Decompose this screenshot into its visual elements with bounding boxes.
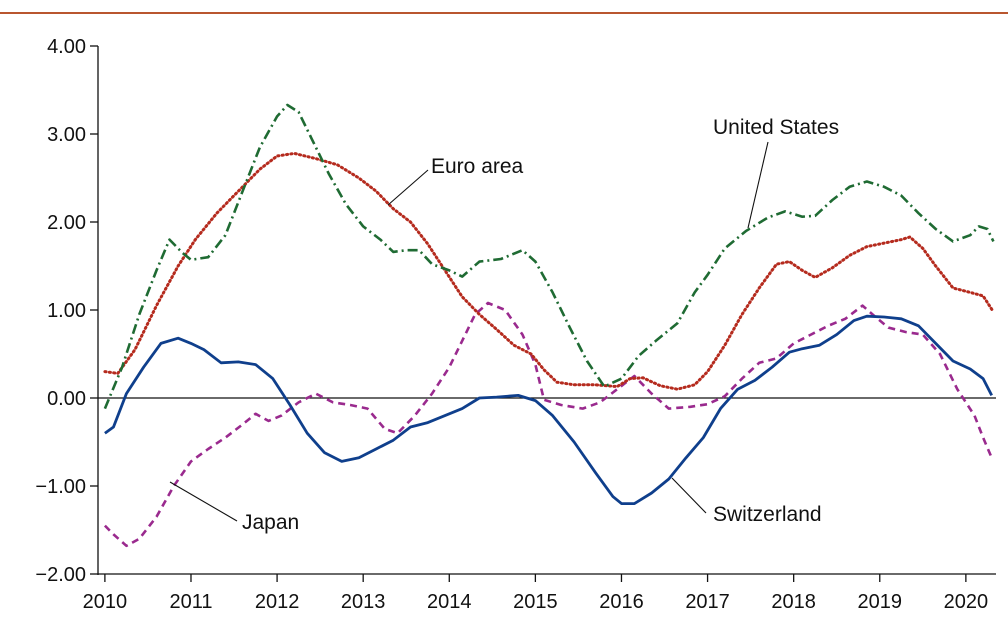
x-tick-label: 2013 <box>341 591 386 613</box>
y-tick-label: 4.00 <box>47 36 86 58</box>
x-tick-label: 2019 <box>858 591 903 613</box>
series-label-united-states: United States <box>713 116 839 139</box>
leader-line-japan <box>169 481 238 522</box>
series-label-japan: Japan <box>242 511 299 534</box>
x-tick-label: 2011 <box>169 591 212 613</box>
leader-line-united-states <box>747 141 769 229</box>
y-tick-label: −2.00 <box>35 564 86 586</box>
y-tick-label: 0.00 <box>47 388 86 410</box>
x-tick-label: 2018 <box>771 591 816 613</box>
x-tick-label: 2016 <box>599 591 644 613</box>
series-line-japan <box>103 301 993 548</box>
series-lines <box>103 103 995 548</box>
x-tick-label: 2015 <box>513 591 558 613</box>
series-line-switzerland <box>104 314 993 505</box>
annotations: Euro area United States Japan Switzerland <box>169 116 839 534</box>
x-tick-label: 2010 <box>83 591 128 613</box>
series-line-euro-area <box>103 151 995 391</box>
y-tick-label: 3.00 <box>47 124 86 146</box>
leader-line-switzerland <box>671 477 707 514</box>
y-tick-label: 2.00 <box>47 212 86 234</box>
series-line-united-states <box>103 103 995 410</box>
x-tick-label: 2012 <box>255 591 300 613</box>
y-tick-label: 1.00 <box>47 300 86 322</box>
leader-line-euro-area <box>387 169 429 206</box>
axes: 4.00 3.00 2.00 1.00 0.00 −1.00 −2.00 2010 2011 20… <box>35 36 996 613</box>
series-label-switzerland: Switzerland <box>713 503 822 526</box>
series-label-euro-area: Euro area <box>431 155 524 178</box>
x-tick-label: 2017 <box>685 591 730 613</box>
x-tick-label: 2014 <box>427 591 472 613</box>
x-tick-label: 2020 <box>944 591 989 613</box>
top-rule <box>0 0 1008 14</box>
y-tick-label: −1.00 <box>35 476 86 498</box>
